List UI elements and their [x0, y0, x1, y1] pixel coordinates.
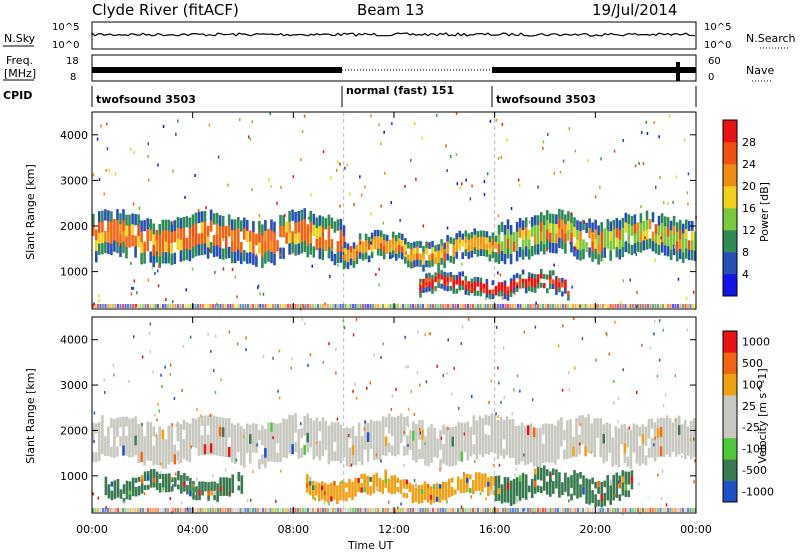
freq-trace-segment-3: [492, 67, 696, 73]
colorbar-swatch: [723, 459, 737, 481]
ytick-label: 4000: [60, 334, 88, 347]
colorbar-tick: 24: [742, 158, 756, 171]
cpid-segment-3: twofsound 3503: [496, 93, 596, 106]
velocity-colorbar: 1000 500 100 25 -25 -100 -500 -1000: [722, 330, 774, 503]
nsky-trace: [91, 31, 696, 37]
xtick-label: 16:00: [479, 523, 511, 536]
echo-band: [104, 468, 244, 503]
scatter-echoes: [92, 317, 697, 516]
colorbar-tick: 4: [742, 268, 749, 281]
nave-tick-top: 60: [708, 56, 721, 67]
date-title: 19/Jul/2014: [592, 1, 677, 19]
colorbar-swatch: [723, 395, 737, 417]
cpid-segment-1: twofsound 3503: [96, 93, 196, 106]
velocity-colorbar-label: Velocity [m s^-1]: [756, 368, 769, 463]
echo-band: [494, 465, 634, 508]
freq-trace-segment-1: [92, 67, 342, 73]
colorbar-swatch: [723, 437, 737, 460]
colorbar-swatch: [723, 331, 737, 353]
nsearch-label: N.Search: [746, 32, 796, 45]
freq-unit: [MHz]: [4, 67, 36, 80]
colorbar-swatch: [723, 352, 737, 375]
colorbar-tick: 25: [742, 400, 756, 413]
colorbar-swatch: [723, 164, 737, 187]
freq-label: Freq.: [6, 54, 33, 67]
velocity-heatmap: [92, 317, 697, 516]
colorbar-tick: 500: [742, 357, 763, 370]
colorbar-swatch: [723, 274, 737, 297]
colorbar-tick: 28: [742, 136, 756, 149]
nsky-tick-bottom: 10^0: [52, 40, 79, 51]
power-colorbar-label: Power [dB]: [758, 182, 771, 242]
nsky-label: N.Sky: [4, 32, 36, 45]
colorbar-tick: 16: [742, 202, 756, 215]
nsky-tick-top: 10^5: [52, 22, 79, 33]
freq-tick-bottom: 8: [70, 72, 76, 83]
cpid-segment-2: normal (fast) 151: [346, 84, 454, 97]
ytick-label: 4000: [60, 129, 88, 142]
colorbar-tick: -1000: [742, 485, 774, 498]
velocity-ylabel: Slant Range [km]: [24, 368, 37, 464]
colorbar-tick: 20: [742, 180, 756, 193]
power-yticks: 1000 2000 3000 4000: [60, 129, 696, 279]
colorbar-swatch: [723, 373, 737, 396]
colorbar-swatch: [723, 142, 737, 165]
nsky-panel: N.Sky 10^5 10^0 10^5 10^0 N.Search: [3, 21, 796, 51]
nsearch-tick-bottom: 10^0: [704, 40, 731, 51]
colorbar-swatch: [723, 416, 737, 439]
colorbar-swatch: [723, 186, 737, 209]
station-title: Clyde River (fitACF): [92, 1, 239, 19]
time-xticks: 00:00 04:00 08:00 12:00 16:00 20:00 00:00: [76, 112, 712, 536]
cpid-label: CPID: [3, 89, 32, 102]
xtick-label: 00:00: [76, 523, 108, 536]
colorbar-tick: -25: [742, 421, 760, 434]
scatter-echoes: [92, 112, 697, 311]
colorbar-swatch: [723, 208, 737, 231]
power-heatmap: [92, 112, 697, 311]
ytick-label: 1000: [60, 470, 88, 483]
ytick-label: 1000: [60, 266, 88, 279]
nave-label: Nave: [746, 64, 774, 77]
xtick-label: 20:00: [579, 523, 611, 536]
ytick-label: 3000: [60, 379, 88, 392]
time-xlabel: Time UT: [347, 539, 393, 552]
beam-title: Beam 13: [357, 1, 424, 19]
power-colorbar: 4 8 12 16 20 24 28: [722, 119, 756, 297]
colorbar-tick: -100: [742, 443, 767, 456]
colorbar-swatch: [723, 120, 737, 143]
echo-band: [343, 228, 498, 272]
colorbar-swatch: [723, 230, 737, 253]
colorbar-tick: 12: [742, 224, 756, 237]
cpid-panel: CPID twofsound 3503 normal (fast) 151 tw…: [3, 84, 697, 107]
nave-tick-bottom: 0: [708, 72, 714, 83]
echo-band: [305, 469, 496, 505]
power-panel: Slant Range [km] 1000 2000 3000 4000: [24, 111, 697, 311]
xtick-label: 00:00: [680, 523, 712, 536]
colorbar-tick: 1000: [742, 336, 770, 349]
echo-band: [419, 269, 570, 301]
xtick-label: 08:00: [277, 523, 309, 536]
xtick-label: 12:00: [378, 523, 410, 536]
power-ylabel: Slant Range [km]: [24, 164, 37, 260]
nsearch-tick-top: 10^5: [704, 22, 731, 33]
colorbar-tick: 100: [742, 378, 763, 391]
freq-panel: Freq. [MHz] 18 8 60 0 Nave: [3, 54, 774, 83]
echo-band: [92, 413, 696, 470]
colorbar-tick: -500: [742, 464, 767, 477]
ytick-label: 2000: [60, 220, 88, 233]
echo-band: [494, 208, 697, 265]
ytick-label: 3000: [60, 174, 88, 187]
colorbar-tick: 8: [742, 246, 749, 259]
colorbar-swatch: [723, 252, 737, 275]
colorbar-swatch: [723, 480, 737, 503]
freq-tick-top: 18: [66, 56, 79, 67]
ytick-label: 2000: [60, 424, 88, 437]
xtick-label: 04:00: [177, 523, 209, 536]
echo-band: [92, 208, 346, 270]
velocity-yticks: 1000 2000 3000 4000: [60, 334, 696, 483]
